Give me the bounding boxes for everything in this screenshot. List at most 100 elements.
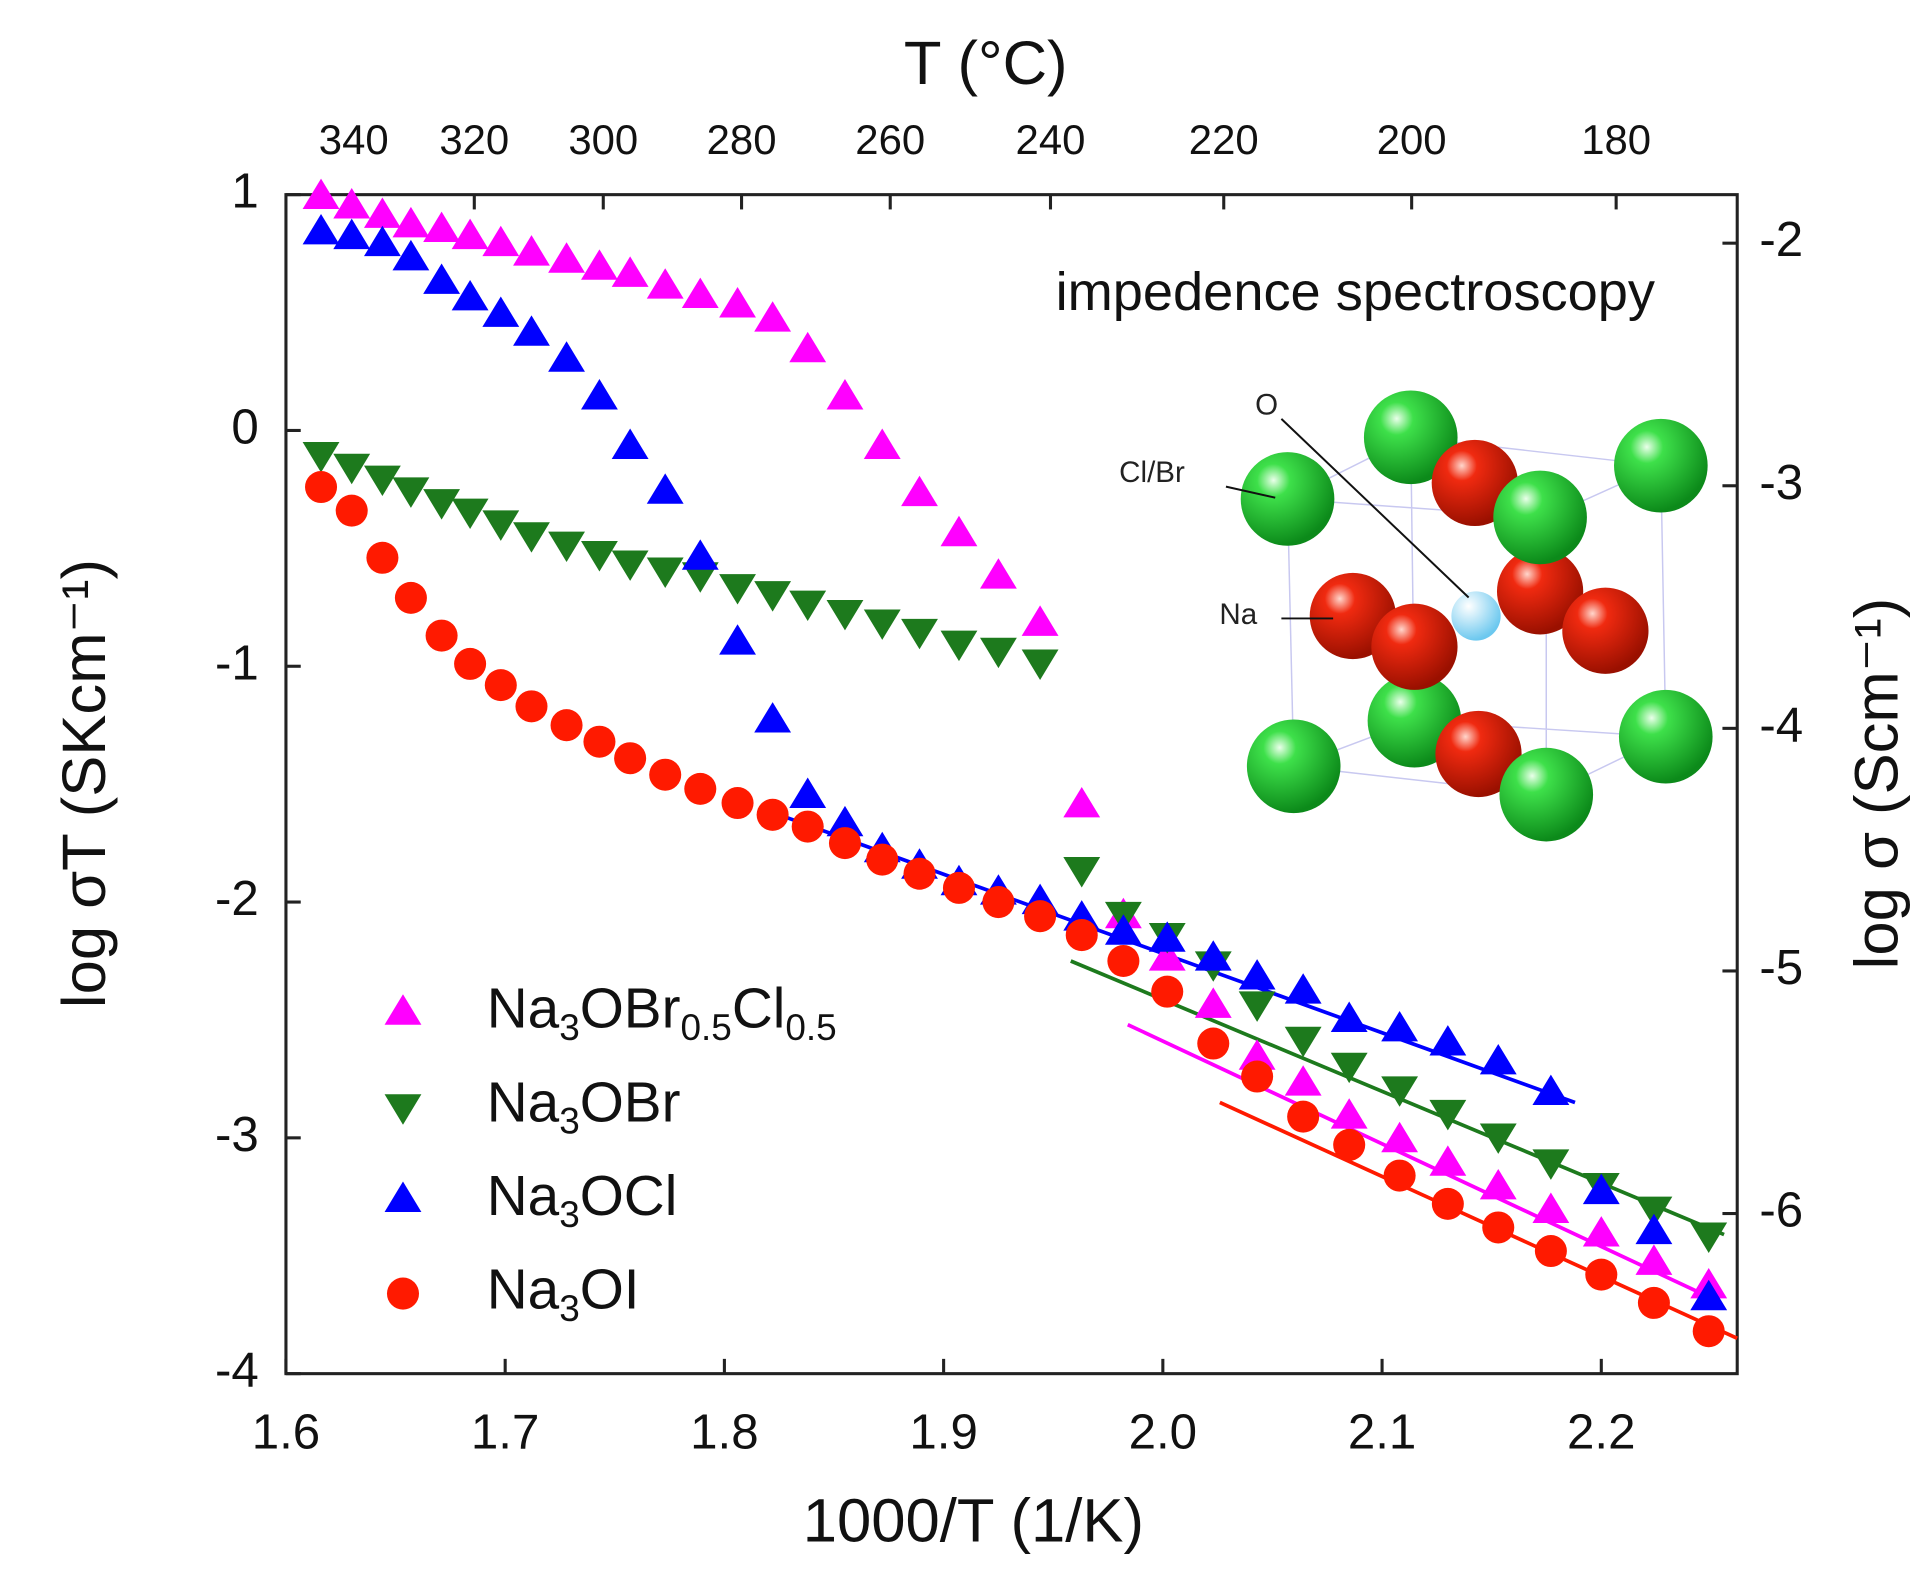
y2-axis-title: log σ (Scm⁻¹) — [1843, 598, 1912, 970]
point — [1151, 975, 1184, 1008]
point — [484, 669, 517, 702]
point — [1690, 1279, 1728, 1311]
point — [866, 843, 899, 876]
point — [980, 637, 1017, 669]
point — [581, 541, 618, 572]
point — [302, 178, 340, 210]
point — [684, 772, 717, 805]
point — [646, 557, 684, 588]
point — [1381, 1076, 1419, 1107]
inset-arrows — [1225, 418, 1470, 620]
top-tick-label: 320 — [439, 116, 509, 163]
y-axis-title: log σT (SKcm⁻¹) — [50, 559, 119, 1008]
point — [454, 647, 487, 680]
point — [548, 531, 585, 563]
point — [940, 630, 978, 662]
point — [1104, 914, 1142, 945]
point — [826, 379, 864, 410]
y2-tick-label: -6 — [1759, 1183, 1803, 1238]
arrow — [1225, 485, 1276, 499]
point — [1635, 1244, 1673, 1275]
point — [1534, 1235, 1567, 1268]
point — [614, 742, 647, 775]
point — [1024, 900, 1057, 933]
point — [548, 341, 585, 372]
point — [789, 590, 827, 622]
point — [581, 249, 618, 280]
point — [611, 256, 649, 287]
point — [756, 798, 789, 831]
point — [1238, 959, 1276, 990]
point — [1429, 1099, 1467, 1131]
x-tick-label: 1.6 — [252, 1404, 321, 1459]
point — [1635, 1196, 1673, 1228]
halide-atom — [1246, 719, 1341, 814]
point — [1330, 1098, 1368, 1129]
point — [1284, 1065, 1322, 1096]
inset-label: Cl/Br — [1119, 456, 1185, 489]
point — [335, 494, 368, 527]
x-axis-title: 1000/T (1/K) — [803, 1486, 1144, 1555]
point — [1381, 1010, 1419, 1042]
top-axis-title: T (°C) — [904, 29, 1068, 98]
point — [1381, 1121, 1419, 1153]
point — [681, 277, 719, 309]
point — [863, 428, 901, 459]
point — [513, 315, 550, 346]
point — [646, 473, 684, 504]
point — [1107, 944, 1140, 978]
point — [583, 725, 616, 758]
point — [1238, 1039, 1276, 1070]
point — [515, 690, 548, 723]
point — [940, 515, 978, 547]
point — [1284, 1026, 1322, 1058]
point — [581, 379, 618, 410]
point — [1585, 1258, 1618, 1291]
legend-marker — [384, 994, 422, 1025]
point — [826, 805, 864, 837]
point — [791, 810, 824, 843]
point — [1330, 1001, 1368, 1032]
sodium-atom — [1562, 587, 1649, 674]
point — [302, 213, 340, 245]
point — [721, 787, 754, 820]
point — [1532, 1074, 1570, 1106]
point — [425, 619, 458, 652]
point — [1333, 1128, 1366, 1161]
legend-label: Na3OCl — [487, 1165, 678, 1235]
point — [1238, 991, 1276, 1022]
top-tick-label: 340 — [319, 116, 389, 163]
point — [1021, 649, 1059, 680]
point — [754, 702, 792, 733]
oxygen-atom — [1451, 591, 1501, 641]
point — [482, 225, 520, 257]
point — [363, 197, 401, 228]
point — [903, 857, 936, 890]
point — [423, 211, 461, 243]
point — [1241, 1060, 1274, 1093]
y2-tick-label: -4 — [1759, 697, 1803, 752]
point — [754, 301, 792, 332]
point — [302, 442, 340, 473]
point — [1197, 1027, 1230, 1060]
point — [1429, 1025, 1467, 1056]
top-tick-label: 300 — [568, 116, 638, 163]
top-tick-label: 280 — [707, 116, 777, 163]
point — [1637, 1286, 1670, 1319]
top-tick-label: 240 — [1016, 116, 1086, 163]
x-tick-label: 2.2 — [1567, 1404, 1636, 1459]
point — [1429, 1145, 1467, 1176]
y-tick-label: 0 — [231, 399, 258, 454]
point — [1431, 1187, 1464, 1220]
point — [423, 263, 461, 294]
halide-atom — [1614, 418, 1708, 513]
point — [719, 624, 756, 655]
halide-atom — [1240, 452, 1335, 546]
point — [392, 477, 430, 508]
y2-tick-label: -3 — [1759, 455, 1803, 510]
point — [901, 475, 938, 507]
x-tick-label: 1.9 — [909, 1404, 978, 1459]
top-tick-label: 220 — [1189, 116, 1259, 163]
